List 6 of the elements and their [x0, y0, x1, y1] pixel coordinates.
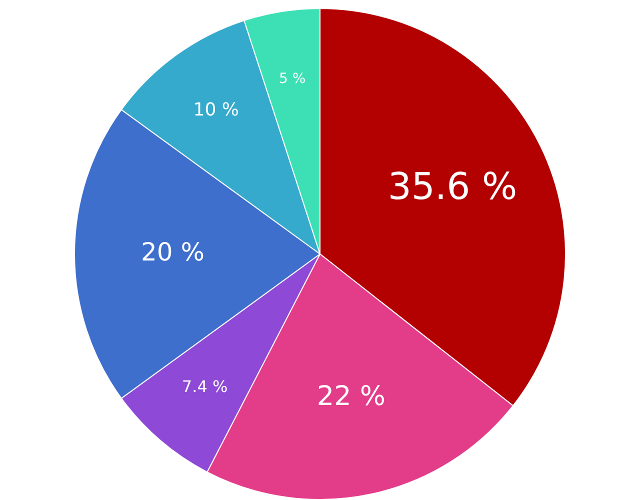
data-label: 35.6 %: [388, 165, 518, 208]
data-label: 7.4 %: [182, 377, 228, 396]
data-label: 22 %: [316, 380, 386, 412]
data-label: 10 %: [193, 100, 239, 121]
data-label: 20 %: [140, 238, 204, 266]
data-label: 5 %: [279, 71, 306, 88]
